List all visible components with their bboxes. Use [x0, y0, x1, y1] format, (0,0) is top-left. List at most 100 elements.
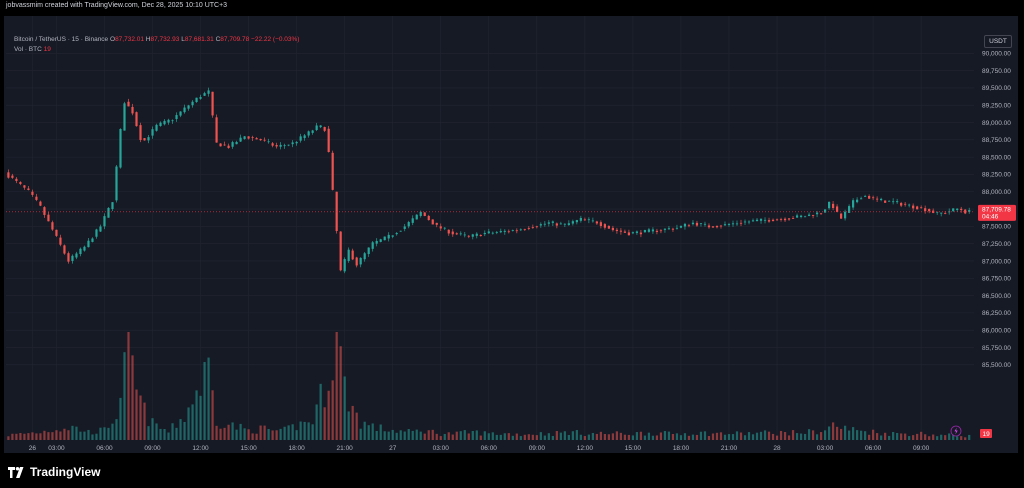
candle-body: [884, 200, 887, 203]
x-axis-tick-label: 18:00: [288, 445, 305, 452]
volume-bar: [71, 425, 74, 440]
volume-bar: [815, 434, 819, 440]
y-axis-tick-label: 86,750.00: [982, 276, 1011, 283]
volume-bar: [459, 431, 462, 440]
candle-body: [355, 257, 358, 266]
candle-body: [451, 231, 454, 235]
y-axis-tick-label: 87,000.00: [982, 258, 1011, 265]
candle-body: [391, 235, 394, 237]
volume-bar: [639, 431, 643, 440]
x-axis-tick-label: 26: [29, 445, 37, 452]
candle-body: [231, 142, 234, 147]
price-chart[interactable]: 90,000.00 89,750.00 89,500.00 89,250.00 89,0…: [4, 16, 1018, 453]
y-axis-tick-label: 85,750.00: [982, 345, 1011, 352]
candle-body: [423, 212, 426, 216]
volume-bar: [827, 426, 831, 440]
footer: TradingView: [0, 453, 1024, 488]
volume-label: Vol · BTC: [14, 46, 42, 53]
candle-body: [15, 178, 18, 181]
candle-body: [175, 115, 178, 120]
volume-bar: [239, 423, 242, 440]
volume-bar: [31, 432, 34, 440]
volume-bar: [587, 434, 590, 440]
volume-bar: [423, 433, 426, 440]
volume-bar: [75, 426, 78, 440]
volume-bar: [99, 427, 102, 440]
candle-body: [835, 206, 839, 212]
candle-body: [571, 221, 574, 224]
x-axis-tick-label: 06:00: [96, 445, 113, 452]
y-axis-tick-label: 85,500.00: [982, 362, 1011, 369]
volume-bar: [23, 433, 26, 440]
candle-body: [63, 245, 66, 254]
candle-body: [575, 220, 578, 223]
candle-body: [964, 209, 967, 214]
volume-bar: [59, 431, 62, 440]
candle-body: [431, 219, 434, 225]
volume-bar: [643, 435, 647, 440]
candle-body: [615, 229, 619, 231]
candle-body: [11, 175, 14, 178]
candle-body: [928, 209, 931, 212]
volume-bar: [876, 433, 879, 440]
candle-body: [435, 222, 438, 225]
candle-body: [275, 145, 278, 147]
volume-bar: [611, 433, 615, 440]
volume-bar: [831, 422, 835, 440]
candle-body: [555, 223, 558, 226]
candle-body: [103, 216, 106, 227]
volume-bar: [347, 411, 350, 440]
volume-bar: [912, 435, 915, 440]
candle-body: [351, 250, 354, 260]
chart-panel[interactable]: 90,000.00 89,750.00 89,500.00 89,250.00 89,0…: [4, 16, 1018, 453]
x-axis-tick-label: 15:00: [625, 445, 642, 452]
volume-bar: [355, 412, 358, 440]
volume-bar: [219, 428, 222, 440]
volume-bar: [631, 435, 635, 440]
volume-legend: Vol · BTC 19: [14, 46, 51, 53]
candle-body: [635, 231, 639, 233]
volume-bar: [964, 437, 967, 440]
volume-bar: [395, 432, 398, 440]
volume-bar: [199, 395, 202, 440]
currency-button[interactable]: USDT: [984, 35, 1012, 48]
volume-bar: [43, 430, 46, 440]
volume-bar: [679, 435, 683, 440]
volume-bar: [139, 395, 142, 440]
volume-bar: [175, 427, 178, 440]
y-axis-tick-label: 86,500.00: [982, 293, 1011, 300]
volume-bar: [743, 435, 747, 440]
price-tag: [978, 204, 1016, 221]
volume-bar: [603, 433, 606, 440]
volume-bar: [683, 433, 687, 440]
tradingview-logo[interactable]: TradingView: [8, 465, 100, 479]
candle-body: [95, 229, 98, 237]
volume-bar: [579, 434, 582, 440]
volume-bar: [243, 428, 246, 440]
volume-bar: [591, 432, 594, 440]
candle-body: [151, 129, 154, 136]
candle-body: [731, 223, 735, 225]
volume-bar: [779, 430, 783, 440]
volume-bar: [191, 404, 194, 440]
candle-body: [31, 191, 34, 195]
candle-body: [79, 248, 82, 255]
candle-body: [463, 234, 466, 236]
y-axis-tick-label: 87,500.00: [982, 224, 1011, 231]
candle-body: [67, 253, 70, 262]
volume-bar: [495, 434, 498, 440]
volume-bar: [811, 430, 815, 440]
candle-body: [603, 224, 606, 228]
volume-bar: [928, 436, 931, 440]
volume-bar: [27, 433, 30, 440]
candle-body: [948, 211, 951, 213]
volume-bar: [904, 433, 907, 440]
candle-body: [611, 227, 615, 231]
x-axis-tick-label: 03:00: [433, 445, 450, 452]
candle-body: [51, 222, 54, 230]
close-value: 87,709.78: [220, 36, 250, 43]
volume-bar: [47, 432, 50, 440]
candle-body: [759, 218, 763, 221]
volume-bar: [799, 433, 803, 440]
candle-body: [7, 172, 10, 178]
